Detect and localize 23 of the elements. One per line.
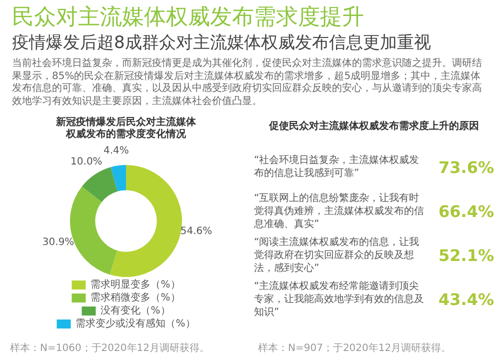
legend-label: 需求明显变多（%） [90,278,180,291]
data-label: 73.6% [438,158,494,176]
chart-title: 新冠疫情爆发后民众对主流媒体权威发布的需求度变化情况 [56,117,196,141]
legend-label: 没有变化（%） [100,304,170,317]
category-label: “阅读主流媒体权威发布的信息，让我觉得政府在切实回应群众的反映及想法，感到安心” [254,236,420,274]
text: 当前社会环境日益复杂，而新冠疫情更是成为其催化剂，促使民众对主流媒体的需求意识随之提升。调研结果显示，85%的民众在新冠疫情爆发后对主流媒体权威发布的需求增多，超5成明显增多；其中，主流媒体发布信息的可靠、准确、真实，以及因从中感受到政府切实回应群众反映的安心，与从邀请到的顶尖专家高效地学习有效知识是主要原因，主流媒体社会价值凸显。 [12,58,483,108]
text: 促使民众对主流媒体权威发布需求度上升的原因 [268,121,480,133]
text: 民众对主流媒体权威发布需求度提升 [12,4,365,32]
data-label: 43.4% [438,290,494,308]
legend-label: 需求稍微变多（%） [90,292,180,304]
text: 疫情爆发后超8成群众对主流媒体权威发布信息更加重视 [12,32,432,55]
category-label: “互联网上的信息纷繁庞杂，让我有时觉得真伪难辨，主流媒体权威发布的信息准确、真实” [254,192,425,230]
text: 样本：N=1060；于2020年12月调研获得。 [10,343,210,355]
data-label: 30.9% [42,237,74,248]
data-label: 54.6% [180,226,212,237]
category-label: “社会环境日益复杂，主流媒体权威发布的信息让我感到可靠” [254,154,420,180]
legend-label: 需求变少或没有感知（%） [76,318,196,330]
category-label: “主流媒体权威发布经常能邀请到顶尖专家，让我能高效地学到有效的信息及知识” [254,280,425,318]
data-label: 4.4% [104,145,129,156]
data-label: 10.0% [70,156,102,168]
data-label: 52.1% [438,246,494,264]
data-label: 66.4% [438,202,494,220]
text: 样本：N=907；于2020年12月调研获得。 [258,343,452,355]
